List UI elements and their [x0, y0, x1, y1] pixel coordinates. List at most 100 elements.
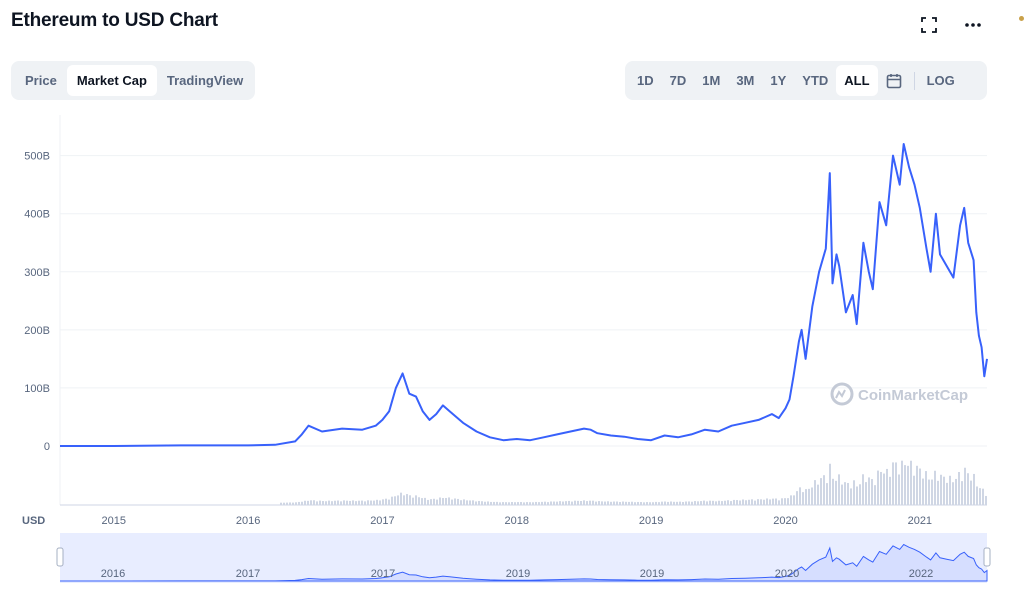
- volume-bar: [313, 500, 315, 505]
- volume-bar: [457, 498, 459, 505]
- volume-bar: [973, 473, 975, 505]
- more-icon[interactable]: [962, 14, 984, 36]
- volume-bar: [766, 498, 768, 505]
- navigator-tick-label: 2017: [371, 568, 395, 580]
- volume-bar: [691, 501, 693, 505]
- time-range-tabs: 1D 7D 1M 3M 1Y YTD ALL LOG: [625, 61, 987, 100]
- volume-bar: [319, 500, 321, 505]
- volume-bar: [520, 501, 522, 505]
- volume-bar: [331, 501, 333, 505]
- range-1d[interactable]: 1D: [637, 73, 654, 88]
- range-1y[interactable]: 1Y: [770, 73, 787, 88]
- volume-bar: [898, 474, 900, 505]
- tab-price[interactable]: Price: [25, 73, 57, 88]
- fullscreen-icon[interactable]: [918, 14, 940, 36]
- volume-bar: [748, 499, 750, 505]
- volume-bar: [535, 501, 537, 505]
- volume-bar: [670, 501, 672, 505]
- x-tick-label: 2020: [773, 515, 797, 527]
- x-axis: 2015 2016 2017 2018 2019 2020 2021: [101, 515, 932, 527]
- volume-bar: [379, 500, 381, 505]
- navigator-tick-label: 2019: [506, 568, 530, 580]
- volume-bar: [532, 502, 534, 505]
- volume-bar: [658, 502, 660, 505]
- volume-bar: [328, 500, 330, 505]
- x-tick-label: 2015: [101, 515, 125, 527]
- currency-label: USD: [22, 515, 45, 527]
- range-7d[interactable]: 7D: [669, 73, 687, 88]
- navigator[interactable]: 2016 2017 2017 2019 2019 2020 2022: [56, 533, 991, 583]
- status-dot: [1019, 16, 1024, 21]
- volume-bar: [781, 498, 783, 505]
- volume-bar: [616, 501, 618, 505]
- volume-bar: [952, 482, 954, 505]
- volume-bar: [790, 495, 792, 505]
- volume-bar: [511, 501, 513, 505]
- volume-bar: [769, 499, 771, 505]
- volume-bar: [970, 480, 972, 505]
- log-scale-button[interactable]: LOG: [926, 73, 955, 88]
- volume-bar: [967, 473, 969, 505]
- volume-bar: [730, 501, 732, 505]
- volume-bar: [874, 485, 876, 505]
- volume-bar: [421, 498, 423, 505]
- volume-bar: [712, 500, 714, 505]
- tab-market-cap[interactable]: Market Cap: [66, 65, 157, 96]
- volume-bar: [565, 501, 567, 505]
- volume-bar: [946, 482, 948, 505]
- volume-bar: [739, 500, 741, 505]
- volume-bar: [895, 462, 897, 505]
- volume-bar: [541, 501, 543, 505]
- volume-bar: [493, 501, 495, 505]
- volume-bar: [583, 500, 585, 505]
- range-ytd[interactable]: YTD: [802, 73, 829, 88]
- tab-tradingview[interactable]: TradingView: [166, 73, 244, 88]
- range-3m[interactable]: 3M: [736, 73, 755, 88]
- volume-bar: [415, 495, 417, 505]
- volume-bar: [622, 501, 624, 505]
- volume-bar: [796, 491, 798, 505]
- volume-bar: [961, 481, 963, 505]
- volume-bar: [364, 501, 366, 505]
- calendar-button[interactable]: [878, 65, 910, 96]
- volume-bar: [574, 500, 576, 505]
- volume-bar: [745, 500, 747, 505]
- volume-bar: [667, 501, 669, 505]
- volume-bar: [433, 498, 435, 505]
- volume-bar: [901, 460, 903, 505]
- volume-bar: [823, 475, 825, 505]
- volume-bar: [484, 501, 486, 505]
- chart-type-tabs: Price Market Cap TradingView: [11, 61, 255, 100]
- volume-bar: [367, 500, 369, 505]
- navigator-left-handle[interactable]: [56, 547, 64, 567]
- volume-bar: [949, 475, 951, 505]
- volume-bar: [715, 501, 717, 505]
- volume-bar: [808, 488, 810, 505]
- y-tick-label: 300B: [24, 267, 50, 279]
- volume-bar: [412, 497, 414, 505]
- volume-bar: [298, 501, 300, 505]
- volume-bar: [289, 502, 291, 505]
- navigator-right-handle[interactable]: [983, 547, 991, 567]
- volume-bar: [361, 500, 363, 505]
- volume-bar: [928, 479, 930, 505]
- volume-bar: [802, 492, 804, 505]
- volume-bar: [628, 501, 630, 505]
- range-all[interactable]: ALL: [836, 65, 878, 96]
- range-1m[interactable]: 1M: [702, 73, 721, 88]
- volume-bar: [310, 500, 312, 505]
- volume-bar: [982, 488, 984, 505]
- volume-bar: [886, 468, 888, 505]
- volume-bar: [859, 484, 861, 505]
- volume-bar: [673, 501, 675, 505]
- divider: [913, 71, 915, 90]
- calendar-icon: [886, 73, 901, 88]
- volume-bar: [979, 488, 981, 505]
- volume-bar: [586, 501, 588, 505]
- volume-bar: [385, 498, 387, 505]
- volume-bar: [775, 498, 777, 505]
- volume-bar: [778, 500, 780, 505]
- volume-bar: [547, 502, 549, 505]
- volume-bar: [346, 500, 348, 505]
